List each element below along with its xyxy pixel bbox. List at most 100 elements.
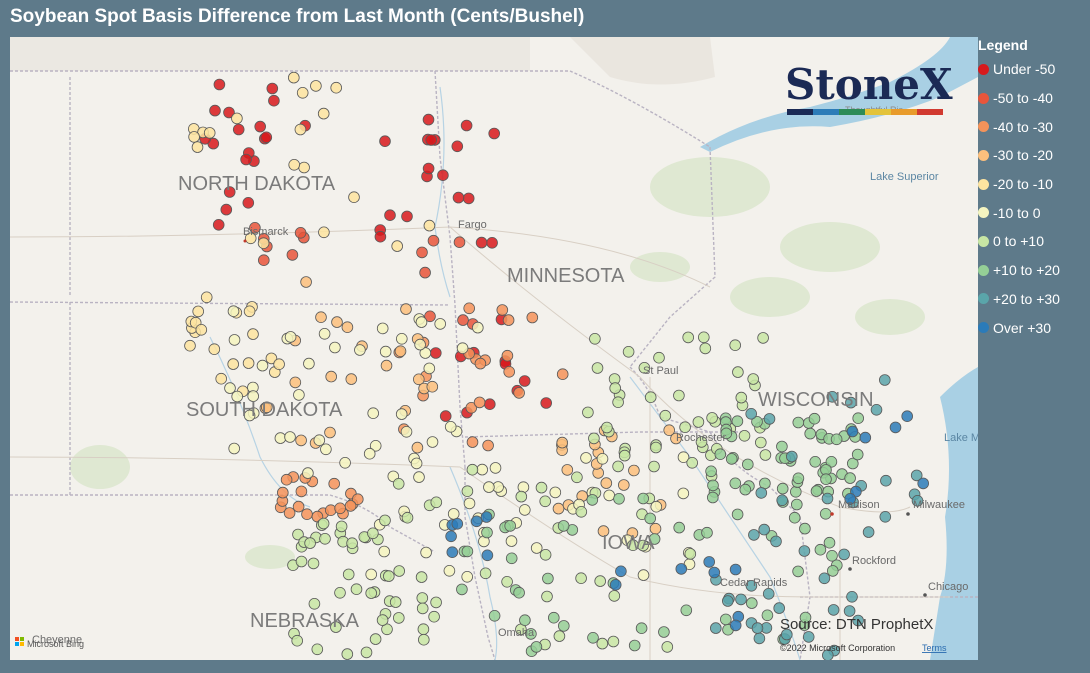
terms-link[interactable]: Terms xyxy=(922,643,947,653)
basis-dot[interactable] xyxy=(379,135,391,147)
basis-dot[interactable] xyxy=(483,481,495,493)
basis-dot[interactable] xyxy=(348,191,360,204)
basis-dot[interactable] xyxy=(439,410,452,422)
basis-dot[interactable] xyxy=(227,305,240,318)
basis-dot[interactable] xyxy=(460,119,473,132)
basis-dot[interactable] xyxy=(594,575,606,587)
basis-dot[interactable] xyxy=(650,441,662,454)
basis-dot[interactable] xyxy=(501,575,513,588)
basis-dot[interactable] xyxy=(289,376,302,389)
basis-dot[interactable] xyxy=(515,490,528,503)
basis-dot[interactable] xyxy=(292,500,305,513)
basis-dot[interactable] xyxy=(552,502,565,515)
basis-dot[interactable] xyxy=(295,485,308,498)
basis-dot[interactable] xyxy=(415,571,428,583)
basis-dot[interactable] xyxy=(679,421,691,434)
basis-dot[interactable] xyxy=(411,441,424,454)
basis-dot[interactable] xyxy=(287,71,300,84)
basis-dot[interactable] xyxy=(301,508,313,521)
basis-dot[interactable] xyxy=(822,649,834,660)
basis-dot[interactable] xyxy=(757,332,769,344)
basis-dot[interactable] xyxy=(223,186,236,198)
basis-dot[interactable] xyxy=(780,628,793,641)
basis-dot[interactable] xyxy=(739,483,752,496)
basis-dot[interactable] xyxy=(547,611,560,624)
basis-dot[interactable] xyxy=(291,634,304,647)
basis-dot[interactable] xyxy=(395,332,408,345)
basis-dot[interactable] xyxy=(751,415,763,428)
basis-dot[interactable] xyxy=(889,421,902,434)
basis-dot[interactable] xyxy=(334,502,346,515)
basis-dot[interactable] xyxy=(648,533,661,545)
basis-dot[interactable] xyxy=(575,505,588,518)
basis-dot[interactable] xyxy=(695,436,708,448)
basis-dot[interactable] xyxy=(339,456,351,469)
basis-dot[interactable] xyxy=(659,409,672,422)
basis-dot[interactable] xyxy=(731,415,744,428)
basis-dot[interactable] xyxy=(463,497,476,510)
basis-dot[interactable] xyxy=(307,557,320,570)
basis-dot[interactable] xyxy=(381,623,393,636)
basis-dot[interactable] xyxy=(369,439,382,452)
basis-dot[interactable] xyxy=(465,401,478,414)
basis-dot[interactable] xyxy=(556,368,569,381)
basis-dot[interactable] xyxy=(880,474,892,487)
basis-dot[interactable] xyxy=(365,568,378,581)
basis-dot[interactable] xyxy=(284,331,297,343)
basis-dot[interactable] xyxy=(247,390,260,402)
basis-dot[interactable] xyxy=(502,314,515,326)
basis-dot[interactable] xyxy=(320,443,332,456)
basis-dot[interactable] xyxy=(761,609,774,622)
basis-dot[interactable] xyxy=(830,433,843,446)
basis-dot[interactable] xyxy=(747,373,759,385)
basis-dot[interactable] xyxy=(200,291,213,304)
basis-dot[interactable] xyxy=(184,339,196,352)
basis-dot[interactable] xyxy=(466,436,479,448)
basis-dot[interactable] xyxy=(424,310,436,323)
map-svg[interactable]: NORTH DAKOTA SOUTH DAKOTA MINNESOTA WISC… xyxy=(10,37,978,660)
basis-dot[interactable] xyxy=(413,471,425,483)
basis-dot[interactable] xyxy=(738,429,751,442)
basis-dot[interactable] xyxy=(725,453,738,465)
basis-dot[interactable] xyxy=(792,565,804,578)
basis-dot[interactable] xyxy=(745,597,758,609)
basis-dot[interactable] xyxy=(770,535,782,548)
basis-dot[interactable] xyxy=(810,485,823,497)
basis-dot[interactable] xyxy=(648,460,660,473)
basis-dot[interactable] xyxy=(489,462,502,474)
basis-dot[interactable] xyxy=(582,406,594,419)
basis-dot[interactable] xyxy=(400,303,412,315)
basis-dot[interactable] xyxy=(556,436,568,449)
basis-dot[interactable] xyxy=(354,344,366,356)
basis-dot[interactable] xyxy=(675,563,688,575)
basis-dot[interactable] xyxy=(243,409,256,422)
basis-dot[interactable] xyxy=(821,492,834,505)
basis-dot[interactable] xyxy=(414,338,426,351)
basis-dot[interactable] xyxy=(228,334,241,346)
basis-dot[interactable] xyxy=(317,517,330,530)
basis-dot[interactable] xyxy=(615,565,627,578)
basis-dot[interactable] xyxy=(284,431,296,443)
basis-dot[interactable] xyxy=(318,327,331,340)
basis-dot[interactable] xyxy=(721,595,734,607)
basis-dot[interactable] xyxy=(596,452,609,465)
basis-dot[interactable] xyxy=(389,596,402,608)
basis-dot[interactable] xyxy=(539,495,551,508)
basis-dot[interactable] xyxy=(496,304,509,316)
basis-dot[interactable] xyxy=(266,82,279,95)
basis-dot[interactable] xyxy=(286,249,299,261)
basis-dot[interactable] xyxy=(804,427,816,440)
basis-dot[interactable] xyxy=(518,504,531,516)
basis-dot[interactable] xyxy=(505,552,518,565)
basis-dot[interactable] xyxy=(622,345,635,358)
basis-dot[interactable] xyxy=(814,543,827,556)
basis-dot[interactable] xyxy=(276,486,289,499)
basis-dot[interactable] xyxy=(427,234,440,247)
basis-dot[interactable] xyxy=(479,567,492,580)
basis-dot[interactable] xyxy=(788,511,801,524)
basis-dot[interactable] xyxy=(697,331,710,344)
basis-dot[interactable] xyxy=(231,112,243,125)
basis-dot[interactable] xyxy=(474,357,487,370)
legend-item[interactable]: +10 to +20 xyxy=(978,256,1090,285)
basis-dot[interactable] xyxy=(673,521,685,534)
